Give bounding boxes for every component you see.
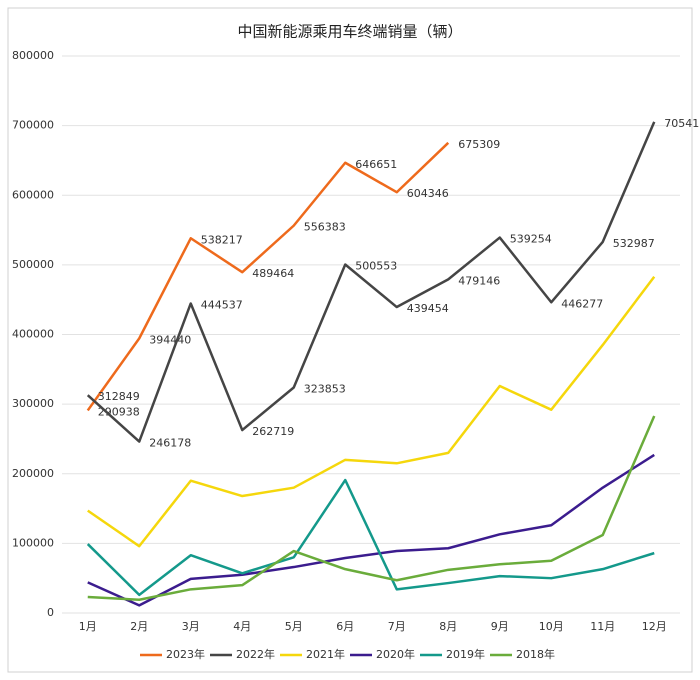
data-label: 539254 [510, 233, 552, 246]
series-line [87, 415, 656, 602]
y-tick-label: 600000 [12, 188, 54, 201]
data-label: 262719 [252, 425, 294, 438]
series-line [87, 453, 655, 607]
data-label: 439454 [407, 302, 449, 315]
x-tick-label: 5月 [285, 620, 303, 633]
y-tick-label: 300000 [12, 397, 54, 410]
data-label: 394440 [149, 333, 191, 346]
data-label: 323853 [304, 383, 346, 396]
x-tick-label: 10月 [539, 620, 564, 633]
series-line [86, 141, 450, 412]
data-label: 675309 [458, 138, 500, 151]
data-label: 446277 [561, 297, 603, 310]
x-tick-label: 11月 [590, 620, 615, 633]
y-tick-label: 200000 [12, 467, 54, 480]
x-tick-label: 6月 [336, 620, 354, 633]
x-tick-label: 9月 [491, 620, 509, 633]
y-tick-label: 100000 [12, 536, 54, 549]
series-line [86, 478, 655, 597]
y-tick-label: 700000 [12, 119, 54, 132]
data-label: 532987 [613, 237, 655, 250]
data-label: 500553 [355, 259, 397, 272]
series-line [87, 275, 656, 548]
chart-frame [7, 7, 693, 673]
legend-label: 2022年 [236, 647, 275, 661]
data-label: 646651 [355, 158, 397, 171]
y-tick-label: 400000 [12, 328, 54, 341]
y-tick-label: 500000 [12, 258, 54, 271]
data-label: 479146 [458, 274, 500, 287]
legend-label: 2019年 [446, 647, 485, 661]
x-tick-label: 12月 [642, 620, 667, 633]
data-label: 312849 [98, 390, 140, 403]
y-tick-label: 800000 [12, 49, 54, 62]
series-line [86, 121, 656, 443]
data-label: 705416 [664, 117, 700, 130]
x-tick-label: 4月 [233, 620, 251, 633]
data-label: 290938 [98, 405, 140, 418]
legend-label: 2021年 [306, 647, 345, 661]
data-label: 538217 [201, 233, 243, 246]
x-tick-label: 2月 [130, 620, 148, 633]
data-label: 444537 [201, 298, 243, 311]
data-label: 246178 [149, 437, 191, 450]
data-label: 489464 [252, 267, 294, 280]
data-label: 604346 [407, 187, 449, 200]
legend-label: 2018年 [516, 647, 555, 661]
x-tick-label: 3月 [182, 620, 200, 633]
x-tick-label: 1月 [79, 620, 97, 633]
data-label: 556383 [304, 221, 346, 234]
x-tick-label: 8月 [439, 620, 457, 633]
legend-label: 2020年 [376, 647, 415, 661]
legend-label: 2023年 [166, 647, 205, 661]
y-tick-label: 0 [47, 606, 54, 619]
x-tick-label: 7月 [388, 620, 406, 633]
chart-title: 中国新能源乘用车终端销量（辆） [237, 23, 462, 41]
